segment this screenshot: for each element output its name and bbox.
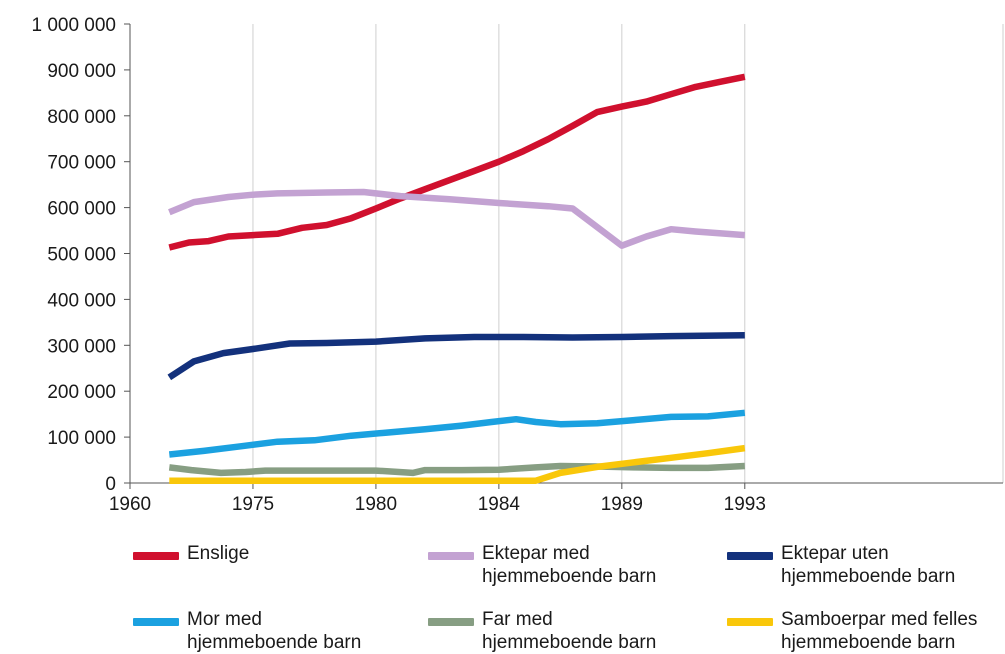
legend-item: Enslige [133,542,249,565]
series-line-1 [168,73,746,251]
series-lines [167,73,746,484]
legend-item: Mor med hjemmeboende barn [133,608,361,654]
y-tick-label: 200 000 [47,382,116,403]
series-line-3 [167,331,745,381]
y-tick-label: 100 000 [47,428,116,449]
line-chart: 0 100 000 200 000 300 000 400 000 500 000 600 … [31,15,1004,515]
legend-label: Ektepar med hjemmeboende barn [482,543,657,587]
legend-swatch [133,618,179,626]
y-tick-label: 900 000 [47,61,116,82]
legend-label: Samboerpar med felles hjemmeboende barn [781,609,978,653]
series-line-5 [168,462,745,477]
y-tick-label: 800 000 [47,107,116,128]
y-tick-label: 400 000 [47,290,116,311]
x-tick-label: 1989 [601,494,643,515]
x-tick-label: 1960 [109,494,151,515]
legend-item: Far med hjemmeboende barn [428,608,656,654]
y-tick-label: 700 000 [47,153,116,174]
legend-item: Samboerpar med felles hjemmeboende barn [727,608,977,654]
legend-label: Enslige [187,543,250,564]
y-tick-label: 1 000 000 [31,15,116,36]
series-line-2 [168,188,746,249]
legend-swatch [428,552,474,560]
series-line-4 [168,409,746,458]
x-tick-label: 1980 [355,494,397,515]
axes [124,23,1003,489]
legend-label: Ektepar uten hjemmeboende barn [781,543,956,587]
legend-item: Ektepar med hjemmeboende barn [428,542,656,588]
legend-swatch [428,618,474,626]
x-tick-label: 1993 [724,494,766,515]
y-axis-tick-labels: 0 100 000 200 000 300 000 400 000 500 000 600 … [31,15,116,495]
series-line-6 [169,444,746,484]
legend-label: Far med hjemmeboende barn [482,609,657,653]
legend-swatch [727,552,773,560]
y-tick-label: 300 000 [47,336,116,357]
vertical-gridlines [252,24,1004,483]
x-axis-tick-labels: 1960 1975 1980 1984 1989 1993 [109,494,766,515]
legend-swatch [727,618,773,626]
y-tick-label: 600 000 [47,199,116,220]
legend-item: Ektepar uten hjemmeboende barn [727,542,955,588]
x-tick-label: 1984 [478,494,521,515]
y-tick-label: 500 000 [47,245,116,266]
legend-swatch [133,552,179,560]
x-tick-label: 1975 [232,494,274,515]
chart-legend: Enslige Ektepar med hjemmeboende barn Ekte… [0,536,1005,654]
y-tick-label: 0 [105,474,116,495]
legend-label: Mor med hjemmeboende barn [187,609,362,653]
